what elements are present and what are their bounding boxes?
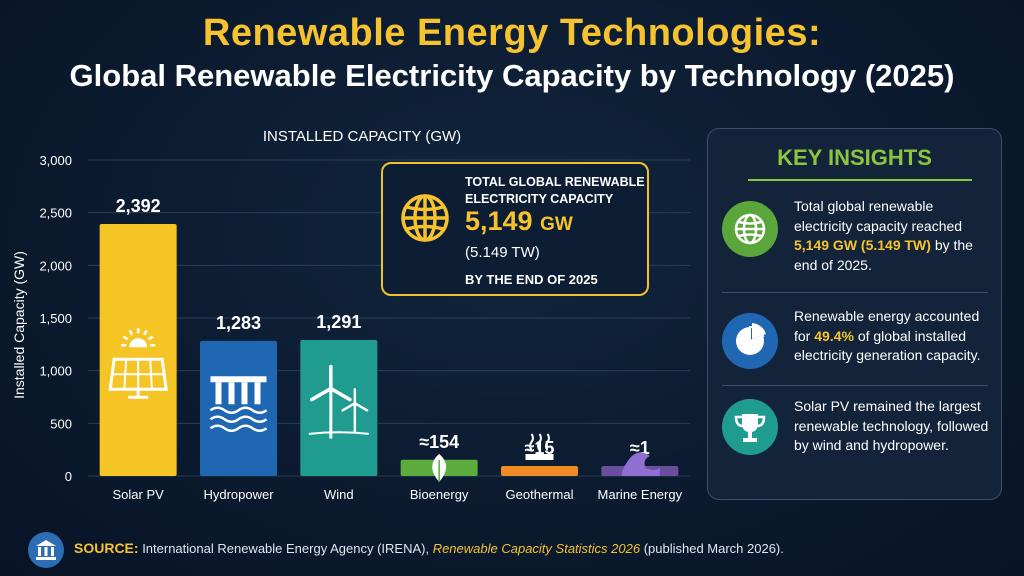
callout-sub: (5.149 TW) (465, 244, 540, 261)
source-text: SOURCE: International Renewable Energy A… (74, 540, 784, 556)
y-tick-label: 1,500 (39, 311, 72, 326)
source-label: SOURCE: (74, 540, 139, 556)
insight-text: Renewable energy accounted for 49.4% of … (794, 308, 981, 363)
x-tick-label: Wind (324, 487, 354, 502)
insights-title: KEY INSIGHTS (777, 145, 932, 170)
wave-icon (621, 452, 660, 476)
y-tick-label: 0 (65, 469, 72, 484)
source-footer: SOURCE: International Renewable Energy A… (20, 528, 1010, 568)
data-label: ≈154 (419, 432, 459, 452)
trophy-icon (722, 399, 778, 455)
x-tick-label: Geothermal (506, 487, 574, 502)
insight-text: Solar PV remained the largest renewable … (794, 398, 989, 453)
institution-icon (28, 532, 64, 568)
y-tick-label: 2,500 (39, 206, 72, 221)
dam-icon (209, 376, 268, 433)
bar-geothermal (501, 466, 578, 476)
y-tick-label: 3,000 (39, 153, 72, 168)
y-tick-label: 1,000 (39, 364, 72, 379)
pie-chart-icon (722, 313, 778, 369)
x-tick-label: Marine Energy (598, 487, 683, 502)
y-axis-title: Installed Capacity (GW) (11, 251, 27, 399)
globe-icon (722, 201, 778, 257)
x-tick-label: Solar PV (113, 487, 165, 502)
y-tick-label: 2,000 (39, 258, 72, 273)
key-insights-panel: KEY INSIGHTS Total global renewable elec… (707, 128, 1002, 500)
bar-hydropower (200, 340, 277, 476)
globe-icon (401, 194, 449, 242)
x-tick-label: Bioenergy (410, 487, 469, 502)
wind-turbine-icon (308, 364, 369, 439)
data-label: 1,283 (216, 313, 261, 333)
chart-title: INSTALLED CAPACITY (GW) (263, 128, 461, 145)
page-title: Renewable Energy Technologies: (202, 12, 822, 54)
callout-value: 5,149 GW (465, 206, 573, 237)
leaf-icon (432, 453, 447, 482)
insight-divider (722, 292, 988, 293)
insights-title-rule (748, 179, 972, 181)
callout-number: 5,149 (465, 206, 533, 236)
insight-text: Total global renewable electricity capac… (794, 198, 973, 273)
bar-wind (300, 340, 378, 476)
callout-foot: BY THE END OF 2025 (465, 272, 598, 287)
data-label: 2,392 (116, 196, 161, 216)
x-tick-label: Hydropower (203, 487, 274, 502)
bar-solar-pv (99, 224, 177, 476)
y-tick-label: 500 (50, 416, 72, 431)
bar-chart: 0 500 1,000 1,500 2,000 2,500 3,000 2,392 Solar… (11, 128, 690, 502)
data-label: ≈1 (630, 438, 650, 458)
data-label: 1,291 (316, 312, 361, 332)
page-subtitle: Global Renewable Electricity Capacity by… (69, 58, 955, 93)
total-capacity-callout: TOTAL GLOBAL RENEWABLE ELECTRICITY CAPAC… (381, 162, 649, 296)
insight-divider (722, 385, 988, 386)
solar-panel-icon (108, 328, 168, 399)
callout-unit: GW (540, 214, 573, 235)
geothermal-steam-icon (525, 433, 554, 460)
callout-label: TOTAL GLOBAL RENEWABLE ELECTRICITY CAPAC… (465, 175, 645, 206)
